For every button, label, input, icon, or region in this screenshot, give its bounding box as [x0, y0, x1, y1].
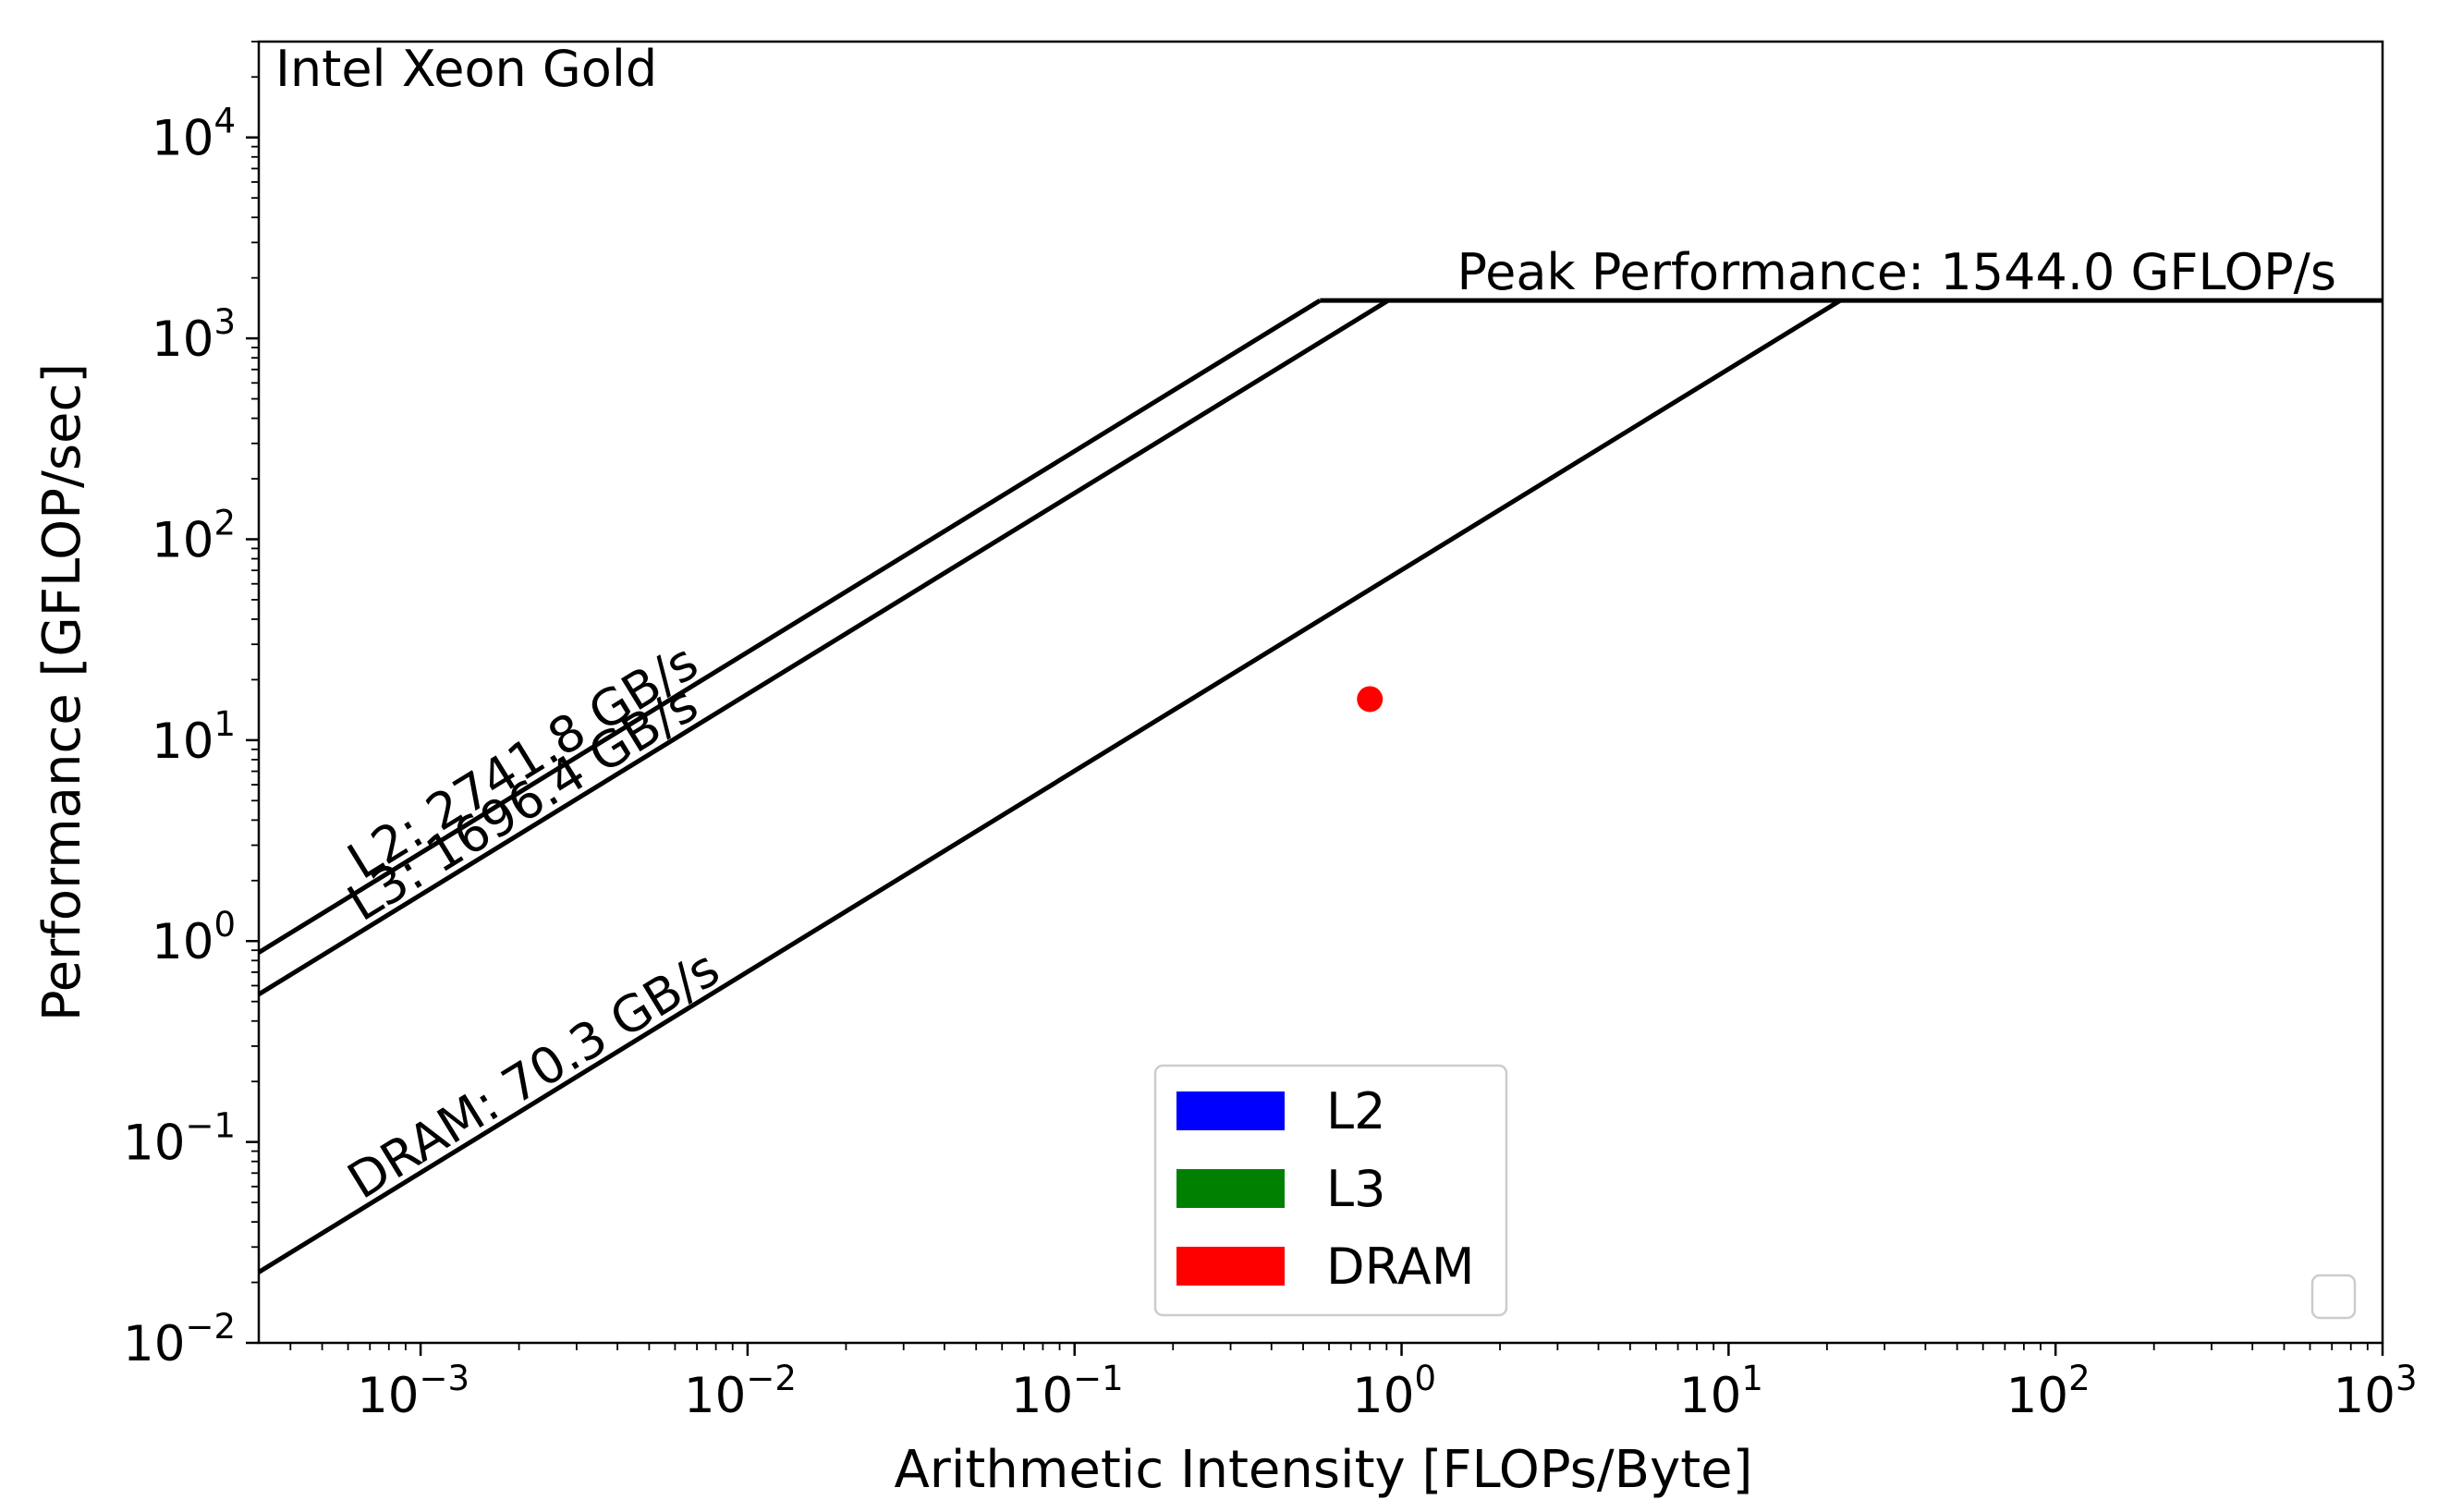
y-tick-label: 100: [152, 905, 236, 970]
x-tick-label: 10−1: [1011, 1359, 1124, 1424]
axis-ticks: 10−3 10−2 10−1 100 101 102 103 10−2 10−1 100 101 10…: [123, 41, 2418, 1424]
roof-line-l2: [257, 298, 1322, 955]
x-tick-label: 102: [2006, 1359, 2091, 1424]
roof-line-dram: [257, 298, 1842, 1274]
y-axis-title: Performance [GFLOP/sec]: [32, 363, 92, 1021]
peak-performance-label: Peak Performance: 1544.0 GFLOP/s: [1457, 243, 2336, 301]
roof-line-l3: [257, 298, 1390, 997]
y-tick-label: 102: [152, 503, 236, 568]
legend-label-dram: DRAM: [1326, 1238, 1474, 1296]
data-points: [1357, 686, 1384, 713]
y-tick-label: 104: [152, 102, 236, 167]
y-tick-label: 10−2: [123, 1307, 236, 1372]
x-tick-label: 103: [2334, 1359, 2418, 1424]
legend: L2 L3 DRAM: [1153, 1064, 1508, 1317]
x-tick-label: 10−2: [684, 1359, 797, 1424]
roof-lines: [257, 298, 2383, 1274]
y-tick-label: 101: [152, 704, 236, 770]
y-tick-label: 103: [152, 302, 236, 368]
data-point-0: [1357, 686, 1384, 713]
legend-label-l3: L3: [1326, 1160, 1385, 1218]
x-tick-label: 101: [1679, 1359, 1763, 1424]
legend-swatch-dram: [1176, 1247, 1285, 1286]
plot-frame: [257, 40, 2384, 1345]
chart-title: Intel Xeon Gold: [275, 40, 657, 98]
y-tick-label: 10−1: [123, 1106, 236, 1172]
x-tick-label: 10−3: [357, 1359, 469, 1424]
legend-swatch-l2: [1176, 1091, 1285, 1130]
empty-legend-box: [2310, 1274, 2357, 1320]
x-axis-title: Arithmetic Intensity [FLOPs/Byte]: [895, 1440, 1753, 1500]
legend-swatch-l3: [1176, 1169, 1285, 1208]
legend-label-l2: L2: [1326, 1082, 1385, 1140]
x-tick-label: 100: [1352, 1359, 1436, 1424]
